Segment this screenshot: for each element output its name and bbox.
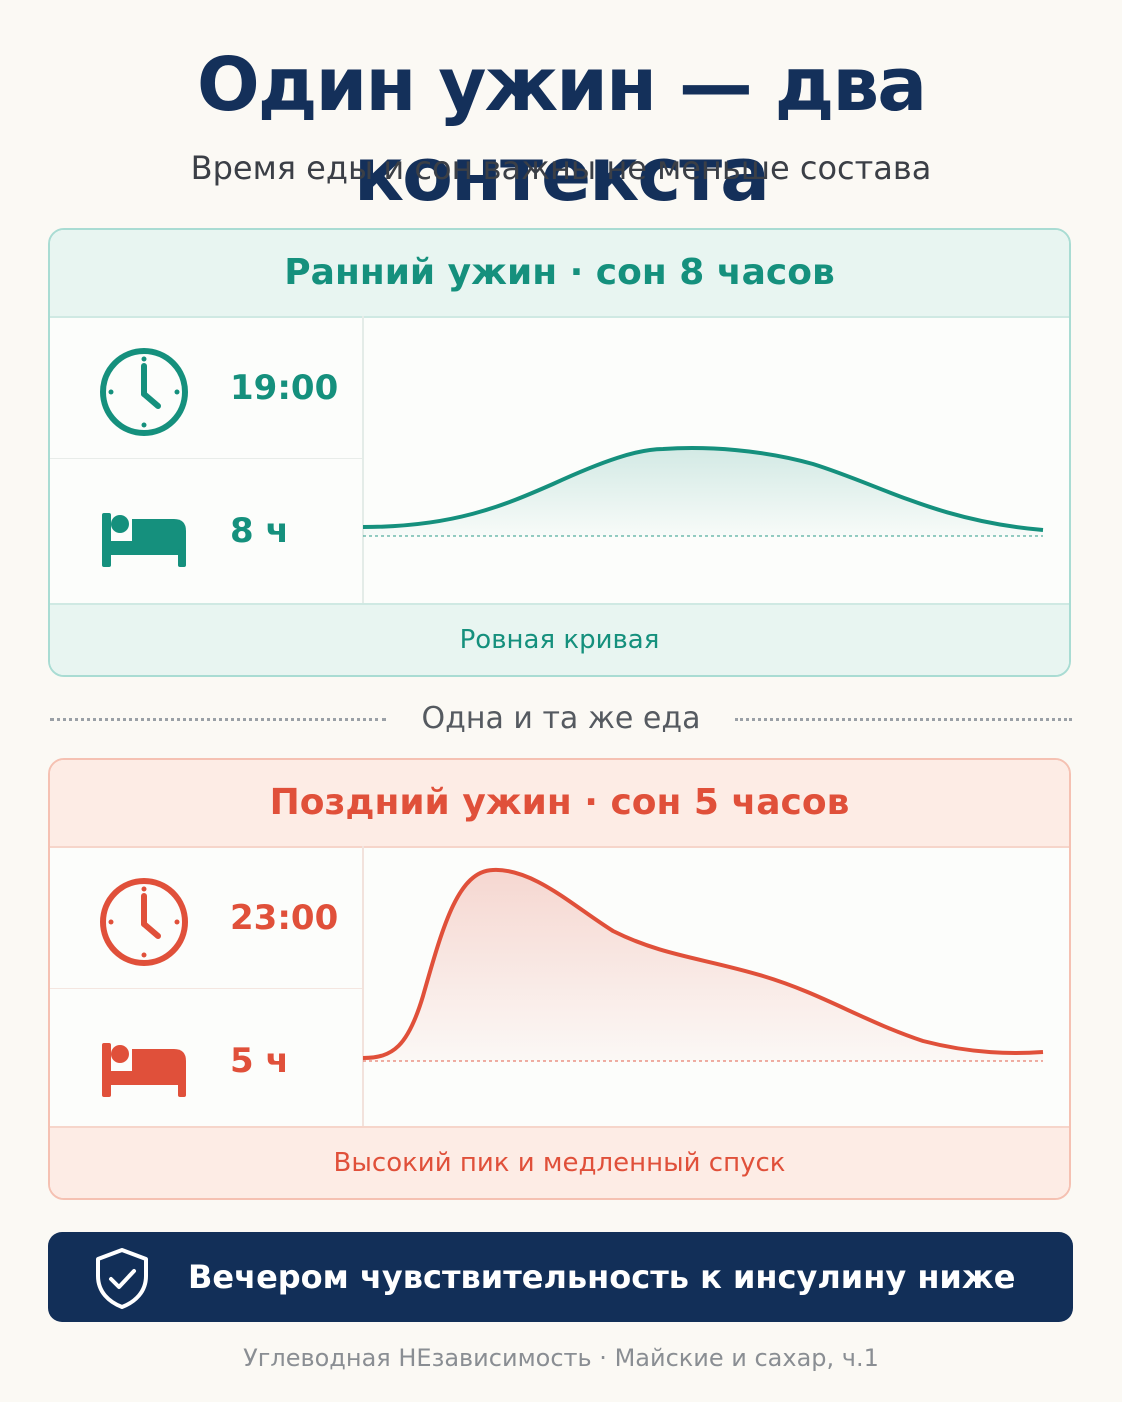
early-card-params: 19:00 8 ч	[50, 316, 364, 607]
shield-check-icon	[96, 1248, 148, 1309]
page-title: Один ужин — два контекста	[196, 42, 927, 218]
clock-icon	[100, 348, 188, 436]
early-card-title: Ранний ужин · сон 8 часов	[50, 230, 1069, 318]
late-curve-fill	[363, 869, 1043, 1061]
late-card-title: Поздний ужин · сон 5 часов	[50, 760, 1069, 848]
page-subtitle: Время еды и сон важны не меньше состава	[190, 149, 932, 187]
source-footer: Углеводная НЕзависимость · Майские и сах…	[243, 1344, 879, 1372]
early-sleep-hours: 8 ч	[230, 511, 289, 551]
late-curve-line	[363, 867, 1044, 1060]
late-dinner-time-row: 23:00	[50, 846, 362, 988]
early-dinner-time-row: 19:00	[50, 316, 362, 458]
late-sleep-hours: 5 ч	[230, 1041, 289, 1081]
early-card-caption: Ровная кривая	[50, 603, 1069, 675]
late-sleep-row: 5 ч	[50, 988, 362, 1131]
early-curve-line	[363, 446, 1044, 532]
late-card-caption: Высокий пик и медленный спуск	[50, 1126, 1069, 1198]
late-dinner-card: Поздний ужин · сон 5 часов 23:00 5 ч	[48, 758, 1071, 1200]
bed-icon	[102, 513, 186, 567]
late-card-params: 23:00 5 ч	[50, 846, 364, 1130]
early-curve-fill	[363, 448, 1043, 536]
early-dinner-time: 19:00	[230, 368, 339, 408]
conclusion-text: Вечером чувствительность к инсулину ниже	[188, 1258, 1016, 1296]
late-dinner-time: 23:00	[230, 898, 339, 938]
late-glucose-curve	[363, 867, 1044, 1062]
separator-line-left	[50, 718, 386, 721]
bed-icon	[102, 1043, 186, 1097]
early-sleep-row: 8 ч	[50, 458, 362, 601]
early-dinner-card: Ранний ужин · сон 8 часов 19:00 8 ч	[48, 228, 1071, 677]
separator-label: Одна и та же еда	[421, 701, 701, 736]
separator-line-right	[735, 718, 1072, 721]
conclusion-banner: Вечером чувствительность к инсулину ниже	[48, 1232, 1073, 1322]
early-glucose-curve	[363, 446, 1044, 537]
clock-icon	[100, 878, 188, 966]
